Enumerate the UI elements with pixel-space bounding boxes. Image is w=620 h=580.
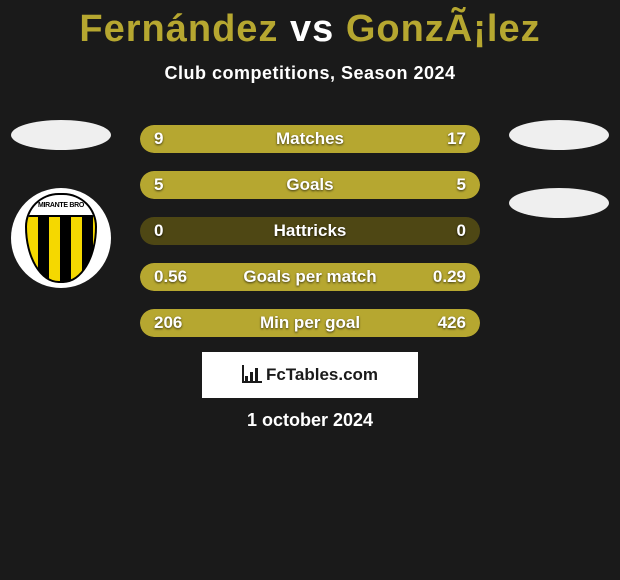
footer-date: 1 october 2024 — [0, 410, 620, 431]
stat-bar: 5Goals5 — [140, 171, 480, 199]
stat-bar: 0Hattricks0 — [140, 217, 480, 245]
bar-chart-icon — [242, 367, 260, 383]
player2-placeholder-icon — [509, 120, 609, 150]
brand-text: FcTables.com — [266, 365, 378, 385]
left-badge-column: MIRANTE BRO — [6, 120, 116, 288]
stat-left-value: 0.56 — [140, 267, 201, 287]
subtitle: Club competitions, Season 2024 — [0, 63, 620, 84]
stat-bar: 206Min per goal426 — [140, 309, 480, 337]
stat-right-value: 0.29 — [419, 267, 480, 287]
player2-name: GonzÃ¡lez — [346, 8, 541, 50]
right-badge-column — [504, 120, 614, 218]
stat-bar: 9Matches17 — [140, 125, 480, 153]
stat-right-value: 5 — [443, 175, 480, 195]
player1-placeholder-icon — [11, 120, 111, 150]
page-title: Fernández vs GonzÃ¡lez — [0, 0, 620, 51]
stat-left-value: 0 — [140, 221, 177, 241]
stat-bar: 0.56Goals per match0.29 — [140, 263, 480, 291]
crest-text: MIRANTE BRO — [27, 195, 95, 217]
brand-box: FcTables.com — [202, 352, 418, 398]
player1-name: Fernández — [79, 8, 278, 50]
stat-left-value: 9 — [140, 129, 177, 149]
player1-club-crest-icon: MIRANTE BRO — [11, 188, 111, 288]
player2-club-placeholder-icon — [509, 188, 609, 218]
stat-left-value: 5 — [140, 175, 177, 195]
stats-bars: 9Matches17 5Goals5 0Hattricks0 0.56Goals pe… — [140, 125, 480, 337]
stat-right-value: 17 — [433, 129, 480, 149]
stat-left-value: 206 — [140, 313, 196, 333]
comparison-card: Fernández vs GonzÃ¡lez Club competitions… — [0, 0, 620, 580]
stat-right-value: 426 — [424, 313, 480, 333]
stat-right-value: 0 — [443, 221, 480, 241]
stat-label: Hattricks — [140, 221, 480, 241]
vs-label: vs — [290, 8, 334, 50]
